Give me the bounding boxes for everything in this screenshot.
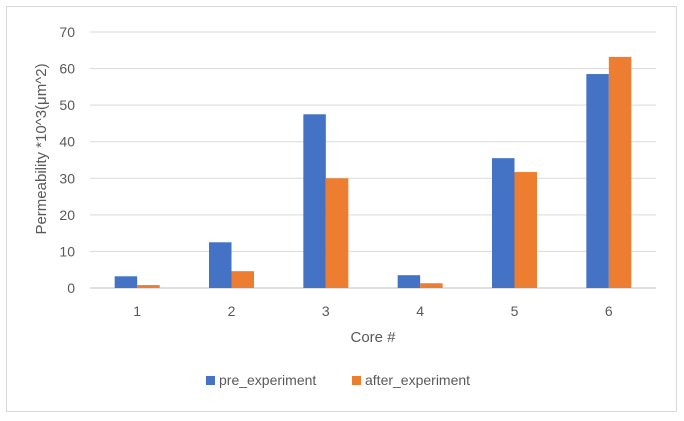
bar-after_experiment-core-4 bbox=[420, 283, 443, 288]
x-axis-ticks: 1 2 3 4 5 6 bbox=[133, 303, 613, 319]
y-tick-label: 30 bbox=[59, 170, 75, 186]
bar-after_experiment-core-3 bbox=[325, 178, 349, 288]
x-tick-label: 3 bbox=[322, 303, 330, 319]
y-tick-label: 10 bbox=[59, 243, 75, 259]
bar-pre_experiment-core-3 bbox=[303, 114, 326, 289]
gridlines bbox=[90, 31, 656, 289]
legend-label-after_experiment: after_experiment bbox=[365, 372, 470, 388]
bar-after_experiment-core-6 bbox=[608, 56, 632, 288]
x-tick-label: 1 bbox=[133, 303, 141, 319]
bar-after_experiment-core-2 bbox=[231, 271, 254, 288]
legend: pre_experiment after_experiment bbox=[206, 372, 470, 388]
x-tick-label: 4 bbox=[416, 303, 424, 319]
y-tick-label: 0 bbox=[67, 280, 75, 296]
bar-pre_experiment-core-2 bbox=[209, 242, 232, 288]
bar-pre_experiment-core-5 bbox=[492, 158, 515, 288]
bar-after_experiment-core-1 bbox=[137, 285, 160, 288]
y-tick-label: 20 bbox=[59, 207, 75, 223]
bar-pre_experiment-core-6 bbox=[586, 74, 609, 288]
y-tick-label: 50 bbox=[59, 97, 75, 113]
y-tick-label: 60 bbox=[59, 61, 75, 77]
y-tick-label: 70 bbox=[59, 24, 75, 40]
legend-swatch-after_experiment bbox=[352, 376, 361, 385]
bar-pre_experiment-core-1 bbox=[114, 276, 138, 288]
x-tick-label: 5 bbox=[511, 303, 519, 319]
bars bbox=[114, 56, 632, 289]
x-axis-title: Core # bbox=[350, 329, 396, 346]
legend-label-pre_experiment: pre_experiment bbox=[219, 372, 316, 388]
y-axis-title: Permeability *10^3(μm^2) bbox=[33, 63, 50, 234]
y-axis-ticks: 0 10 20 30 40 50 60 70 bbox=[59, 24, 75, 296]
x-tick-label: 6 bbox=[605, 303, 613, 319]
legend-swatch-pre_experiment bbox=[206, 376, 215, 385]
bar-pre_experiment-core-4 bbox=[397, 275, 421, 288]
bar-after_experiment-core-5 bbox=[514, 172, 537, 288]
y-tick-label: 40 bbox=[59, 134, 75, 150]
x-tick-label: 2 bbox=[228, 303, 236, 319]
